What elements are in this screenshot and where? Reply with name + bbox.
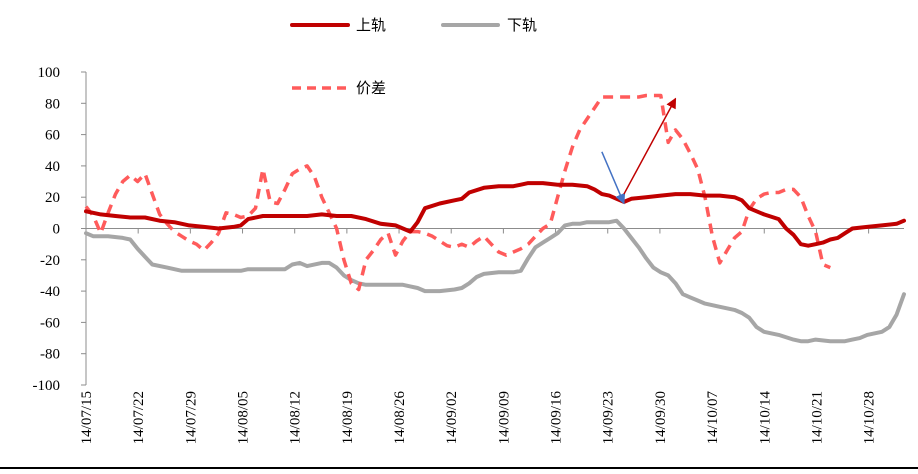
series-layer <box>84 93 906 344</box>
x-tick-label: 14/09/16 <box>549 391 565 445</box>
x-tick-label: 14/09/30 <box>653 391 669 444</box>
lower-band-line <box>84 218 906 344</box>
x-tick-label: 14/08/12 <box>288 391 304 444</box>
x-tick-label: 14/10/14 <box>757 391 773 445</box>
x-tick-label: 14/07/29 <box>183 391 199 444</box>
y-tick-label: 60 <box>45 128 60 144</box>
y-tick-label: -60 <box>40 315 60 331</box>
y-tick-label: -80 <box>40 347 60 363</box>
annotation-arrow <box>623 97 677 195</box>
x-tick-label: 14/07/15 <box>79 391 95 444</box>
x-axis-ticks: 14/07/15 14/07/22 14/07/29 14/08/05 14/08/12… <box>79 228 878 445</box>
spread-line <box>84 93 831 292</box>
x-tick-label: 14/08/19 <box>340 391 356 444</box>
y-tick-label: 0 <box>53 222 61 238</box>
legend-lower: 下轨 <box>441 16 537 34</box>
y-tick-label: 100 <box>38 65 61 81</box>
bottom-rule <box>0 467 918 469</box>
x-tick-label: 14/09/02 <box>444 391 460 444</box>
y-axis-ticks: 100 80 60 40 20 0 -20 -40 -60 -80 -100 <box>33 65 86 394</box>
y-tick-label: 80 <box>45 96 60 112</box>
upper-band-line <box>84 181 906 248</box>
legend-upper: 上轨 <box>290 16 386 34</box>
x-tick-label: 14/08/05 <box>236 391 252 444</box>
y-tick-label: -20 <box>40 253 60 269</box>
legend-spread-label: 价差 <box>356 79 386 97</box>
x-tick-label: 14/10/07 <box>705 391 721 445</box>
x-tick-label: 14/09/09 <box>496 391 512 444</box>
legend-spread: 价差 <box>292 79 386 97</box>
x-tick-label: 14/09/23 <box>601 391 617 444</box>
annotation-layer <box>601 97 677 205</box>
y-tick-label: 40 <box>45 159 60 175</box>
y-tick-label: -40 <box>40 284 60 300</box>
x-tick-label: 14/08/26 <box>392 391 408 445</box>
legend-lower-label: 下轨 <box>507 16 537 34</box>
y-tick-label: -100 <box>33 378 61 394</box>
annotation-arrow <box>601 151 626 205</box>
x-tick-label: 14/10/21 <box>809 391 825 444</box>
legend-upper-label: 上轨 <box>356 16 386 34</box>
x-tick-label: 14/10/28 <box>862 391 878 444</box>
y-tick-label: 20 <box>45 190 60 206</box>
x-tick-label: 14/07/22 <box>131 391 147 444</box>
